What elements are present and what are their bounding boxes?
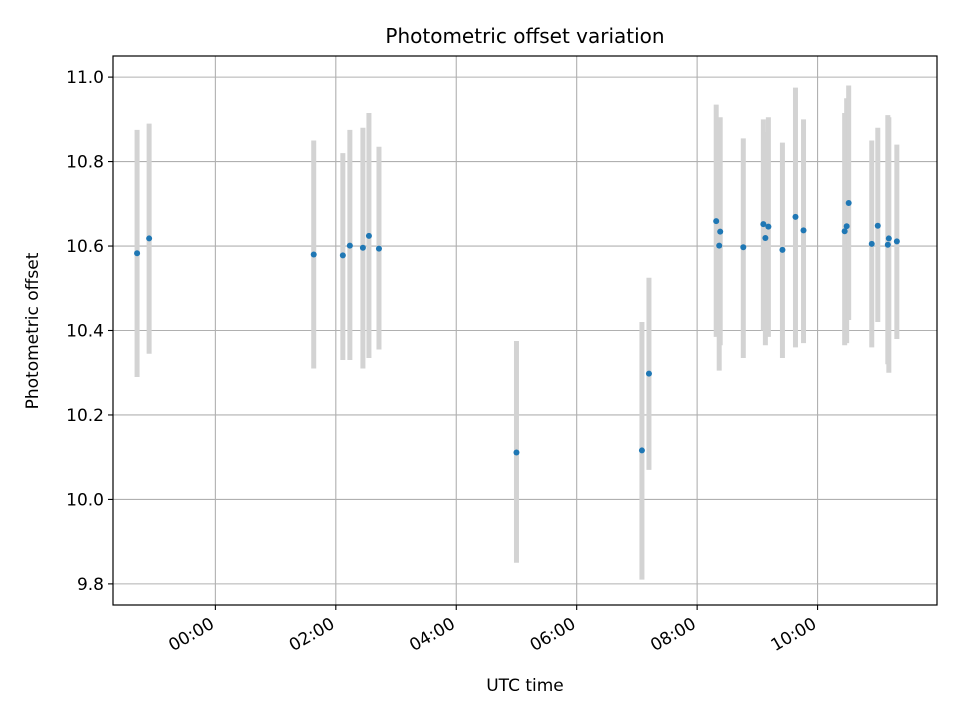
data-point [340,252,346,258]
data-point [875,223,881,229]
x-axis-label: UTC time [486,676,564,696]
data-point [646,371,652,377]
x-tick-label: 06:00 [527,614,579,656]
data-point [765,224,771,230]
data-point [740,244,746,250]
data-point [513,450,519,456]
data-point [801,227,807,233]
data-point [717,229,723,235]
data-point [792,214,798,220]
data-point [639,447,645,453]
error-bars [137,86,897,580]
y-axis-label: Photometric offset [23,252,43,409]
x-axis: 00:00 02:00 04:00 06:00 08:00 10:00 [165,605,820,656]
data-point [146,235,152,241]
y-tick-label: 11.0 [66,68,104,88]
y-tick-label: 10.8 [66,153,104,173]
y-tick-label: 10.4 [66,322,104,342]
x-tick-label: 10:00 [768,614,820,656]
data-point [360,245,366,251]
data-point [894,238,900,244]
data-point [844,223,850,229]
data-point [716,243,722,249]
data-point [311,251,317,257]
y-tick-label: 9.8 [77,575,104,595]
data-point [779,247,785,253]
data-point [376,246,382,252]
y-tick-label: 10.6 [66,237,104,257]
grid [113,56,937,605]
x-tick-label: 00:00 [165,614,217,656]
data-point [886,235,892,241]
x-tick-label: 04:00 [406,614,458,656]
data-point [869,241,875,247]
chart: Photometric offset variation 00:00 02:00 0… [0,0,960,720]
y-tick-label: 10.0 [66,490,104,510]
data-point [134,250,140,256]
y-tick-label: 10.2 [66,406,104,426]
data-point [885,242,891,248]
y-axis: 9.8 10.0 10.2 10.4 10.6 10.8 11.0 [66,68,113,595]
data-point [846,200,852,206]
data-point [713,218,719,224]
x-tick-label: 02:00 [286,614,338,656]
x-tick-label: 08:00 [647,614,699,656]
chart-title: Photometric offset variation [385,24,664,48]
data-point [762,235,768,241]
data-point [347,243,353,249]
data-point [366,233,372,239]
